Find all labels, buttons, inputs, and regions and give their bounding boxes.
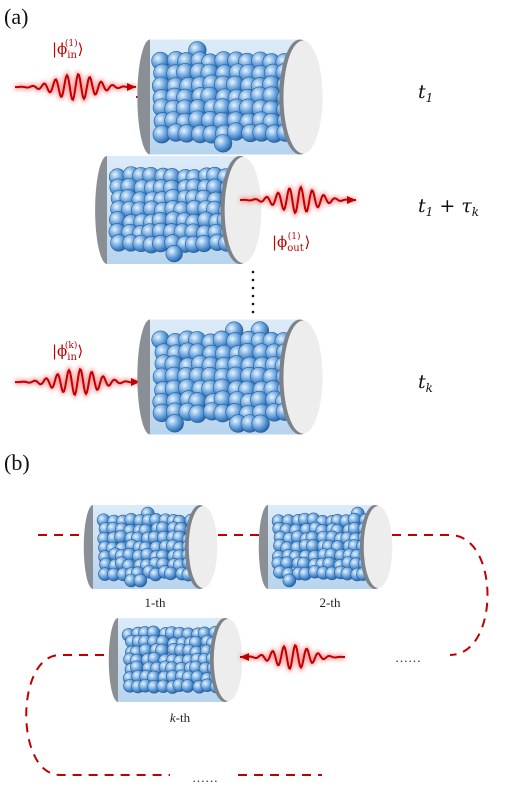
ellipsis: …… bbox=[192, 770, 218, 785]
memory-cylinder bbox=[95, 156, 262, 264]
memory-cylinder bbox=[137, 319, 323, 435]
atom bbox=[165, 245, 183, 263]
memory-label: k-th bbox=[170, 710, 191, 725]
cylinder-window bbox=[363, 506, 393, 588]
memory-cylinder bbox=[108, 618, 243, 702]
photon-wave bbox=[14, 367, 141, 397]
ket-label: |ϕout(1) ⟩ bbox=[272, 231, 310, 254]
ellipsis: …… bbox=[395, 650, 421, 665]
atom bbox=[251, 414, 270, 433]
cylinder-window bbox=[283, 320, 323, 434]
memory-label: 2-th bbox=[320, 595, 341, 610]
arrow-head bbox=[240, 653, 249, 661]
time-label: tk bbox=[418, 371, 433, 395]
memory-label: 1-th bbox=[145, 595, 166, 610]
cylinder-window bbox=[224, 157, 262, 263]
atom bbox=[282, 573, 297, 588]
atom bbox=[163, 566, 178, 581]
arrow-head bbox=[347, 196, 356, 204]
atom bbox=[213, 134, 233, 153]
ket-label: |ϕin(1)⟩ bbox=[52, 38, 84, 61]
cylinder-window bbox=[213, 619, 243, 701]
photon-wave bbox=[14, 72, 137, 102]
time-label: t1 + τk bbox=[418, 195, 479, 219]
ket-label: |ϕin(k)⟩ bbox=[52, 340, 83, 363]
cylinder-window bbox=[283, 40, 323, 154]
atom bbox=[165, 414, 184, 433]
panel-label: (a) bbox=[4, 4, 28, 29]
photon-wave bbox=[239, 185, 357, 215]
memory-cylinder bbox=[83, 505, 218, 589]
vertical-dots bbox=[251, 270, 255, 314]
memory-cylinder bbox=[258, 505, 393, 589]
arrow-head bbox=[131, 378, 140, 386]
arrow-head bbox=[127, 83, 136, 91]
time-label: t1 bbox=[418, 81, 433, 105]
photon-wave bbox=[239, 643, 346, 671]
panel-label: (b) bbox=[4, 450, 30, 475]
atom bbox=[133, 573, 148, 588]
memory-cylinder bbox=[137, 39, 323, 155]
atom bbox=[180, 679, 195, 693]
cylinder-window bbox=[188, 506, 218, 588]
